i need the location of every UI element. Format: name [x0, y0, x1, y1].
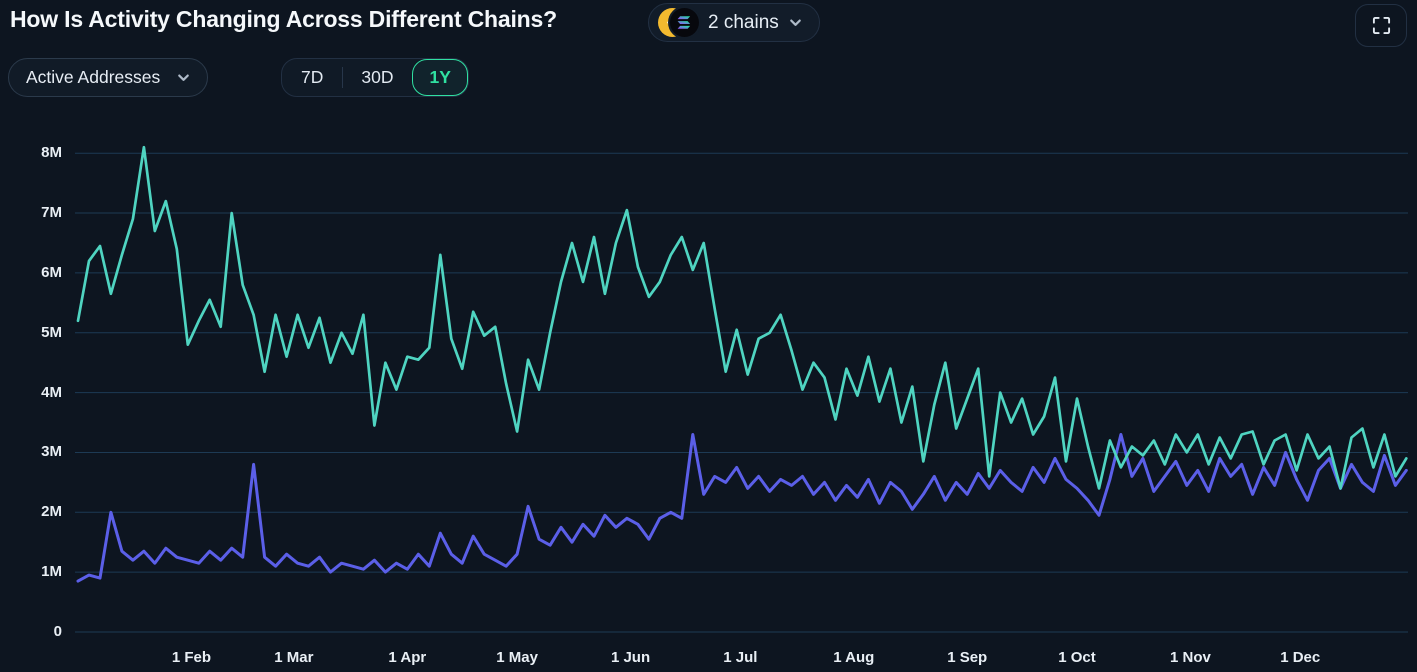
series-line-solana: [76, 433, 1408, 583]
tab-7d[interactable]: 7D: [282, 59, 342, 96]
range-tabs: 7D 30D 1Y: [281, 58, 469, 97]
series-line-bnb: [76, 145, 1408, 490]
metric-dropdown[interactable]: Active Addresses: [8, 58, 209, 97]
chains-selector-label: 2 chains: [708, 11, 779, 33]
chevron-down-icon: [178, 74, 190, 81]
fullscreen-icon: [1372, 16, 1390, 35]
page-title: How Is Activity Changing Across Differen…: [10, 6, 557, 32]
metric-dropdown-label: Active Addresses: [26, 67, 161, 87]
tab-30d[interactable]: 30D: [342, 59, 412, 96]
chains-selector[interactable]: 2 chains: [648, 3, 820, 42]
chevron-down-icon: [789, 19, 801, 26]
fullscreen-button[interactable]: [1355, 4, 1407, 47]
tab-1y[interactable]: 1Y: [412, 59, 468, 96]
solana-coin-icon: [670, 8, 699, 37]
